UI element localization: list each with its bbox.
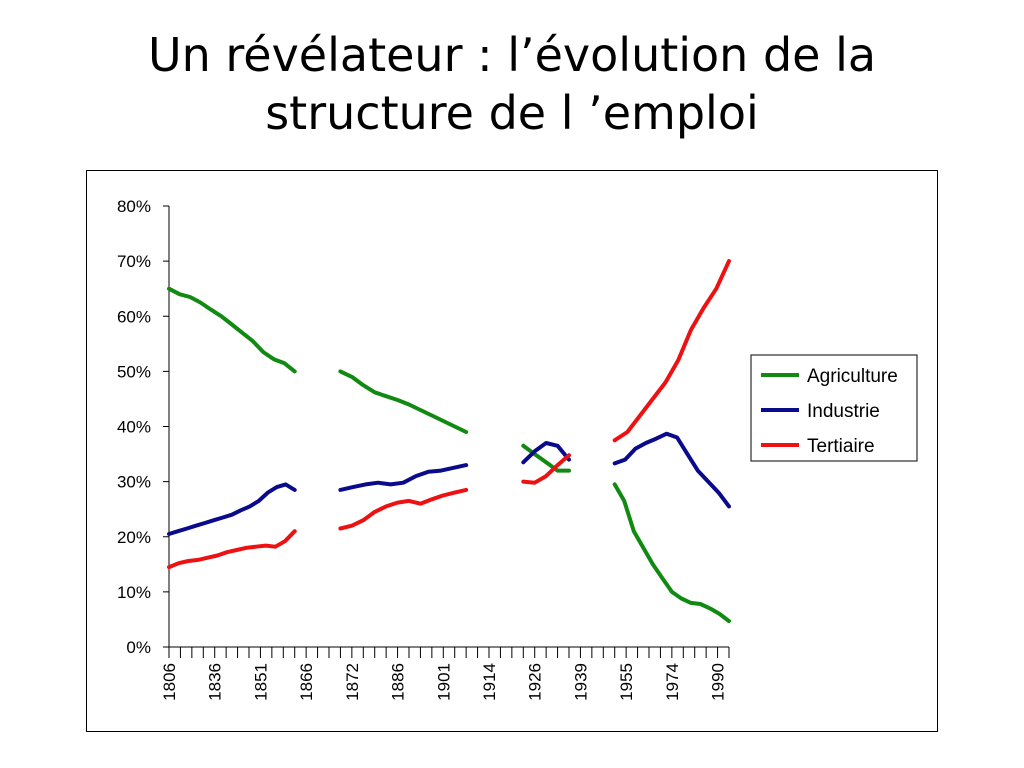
x-tick-label: 1836: [206, 663, 225, 701]
x-tick-label: 1955: [617, 663, 636, 701]
x-tick-label: 1926: [526, 663, 545, 701]
x-tick-label: 1872: [343, 663, 362, 701]
series-line-agriculture: [521, 443, 571, 473]
x-tick-label: 1901: [434, 663, 453, 701]
legend-label-tertiaire: Tertiaire: [807, 436, 875, 457]
y-tick-label: 40%: [117, 418, 151, 437]
series-line-industrie: [167, 482, 297, 536]
slide-title: Un révélateur : l’évolution de la struct…: [0, 26, 1024, 142]
series-line-industrie: [338, 463, 469, 492]
x-tick-label: 1939: [571, 663, 590, 701]
x-tick-label: 1806: [160, 663, 179, 701]
line-chart: 0% 10% 20% 30% 40% 50% 60% 70% 80% 1806 1836 1851 18…: [117, 197, 918, 701]
series-line-tertiaire: [338, 487, 469, 531]
y-tick-label: 70%: [117, 252, 151, 271]
y-tick-label: 60%: [117, 307, 151, 326]
y-tick-label: 10%: [117, 583, 151, 602]
x-tick-label: 1851: [251, 663, 270, 701]
chart-frame: 0% 10% 20% 30% 40% 50% 60% 70% 80% 1806 1836 1851 18…: [86, 170, 938, 732]
series-line-tertiaire: [612, 259, 731, 443]
slide-title-line-2: structure de l ’emploi: [265, 86, 759, 140]
x-tick-label: 1990: [709, 663, 728, 701]
series-line-industrie: [521, 441, 571, 465]
series-line-industrie: [612, 431, 731, 509]
legend-label-agriculture: Agriculture: [807, 366, 898, 387]
y-tick-label: 20%: [117, 528, 151, 547]
slide-title-line-1: Un révélateur : l’évolution de la: [147, 28, 877, 82]
y-tick-label: 80%: [117, 197, 151, 216]
y-tick-label: 0%: [126, 638, 151, 657]
series-line-tertiaire: [167, 529, 297, 570]
x-tick-label: 1866: [297, 663, 316, 701]
series-line-agriculture: [167, 286, 297, 374]
x-tick-label: 1974: [663, 663, 682, 701]
legend-label-industrie: Industrie: [807, 401, 880, 422]
series-line-agriculture: [612, 482, 731, 624]
series-line-tertiaire: [521, 453, 571, 485]
x-tick-label: 1886: [389, 663, 408, 701]
y-tick-label: 50%: [117, 362, 151, 381]
y-tick-label: 30%: [117, 473, 151, 492]
x-tick-label: 1914: [480, 663, 499, 701]
series-line-agriculture: [338, 369, 469, 434]
